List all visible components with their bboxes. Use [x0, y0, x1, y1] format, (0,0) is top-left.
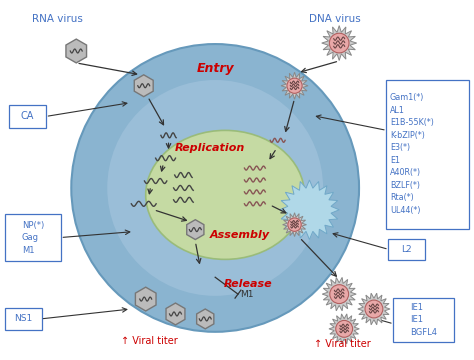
Text: RNA virus: RNA virus	[32, 14, 82, 24]
Circle shape	[287, 78, 302, 93]
Polygon shape	[66, 39, 87, 63]
Text: L2: L2	[401, 245, 411, 254]
Circle shape	[336, 320, 353, 337]
Circle shape	[107, 80, 323, 296]
Text: Entry: Entry	[196, 62, 234, 75]
FancyBboxPatch shape	[9, 105, 46, 129]
Polygon shape	[358, 293, 390, 325]
Polygon shape	[329, 314, 359, 344]
Text: IE1
IE1
BGFL4: IE1 IE1 BGFL4	[410, 303, 437, 337]
Text: NS1: NS1	[14, 314, 32, 323]
Circle shape	[329, 33, 349, 53]
Polygon shape	[197, 309, 214, 329]
Circle shape	[71, 44, 359, 332]
Circle shape	[288, 218, 301, 231]
Polygon shape	[136, 287, 156, 311]
Text: CA: CA	[21, 112, 34, 121]
Ellipse shape	[146, 130, 304, 260]
Polygon shape	[134, 75, 153, 96]
Polygon shape	[283, 213, 307, 237]
Circle shape	[365, 300, 383, 318]
Polygon shape	[280, 180, 339, 239]
Circle shape	[330, 285, 349, 303]
Text: M1: M1	[240, 289, 254, 298]
Polygon shape	[322, 278, 356, 311]
Text: ↑ Viral titer: ↑ Viral titer	[121, 336, 178, 346]
Text: DNA virus: DNA virus	[310, 14, 361, 24]
Polygon shape	[187, 220, 204, 239]
FancyBboxPatch shape	[393, 298, 454, 342]
Polygon shape	[322, 26, 356, 60]
Text: NP(*)
Gag
M1: NP(*) Gag M1	[22, 221, 44, 255]
FancyBboxPatch shape	[5, 308, 42, 330]
FancyBboxPatch shape	[5, 214, 61, 261]
Text: Replication: Replication	[175, 143, 246, 153]
Polygon shape	[166, 303, 185, 325]
FancyBboxPatch shape	[386, 80, 469, 229]
Text: Assembly: Assembly	[210, 230, 270, 239]
Text: ↑ Viral titer: ↑ Viral titer	[314, 339, 371, 349]
FancyBboxPatch shape	[388, 239, 425, 260]
Text: Gam1(*)
AL1
E1B-55K(*)
K-bZIP(*)
E3(*)
E1
A40R(*)
BZLF(*)
Rta(*)
UL44(*): Gam1(*) AL1 E1B-55K(*) K-bZIP(*) E3(*) E…	[390, 94, 434, 215]
Polygon shape	[281, 72, 308, 99]
Text: Release: Release	[224, 279, 272, 289]
